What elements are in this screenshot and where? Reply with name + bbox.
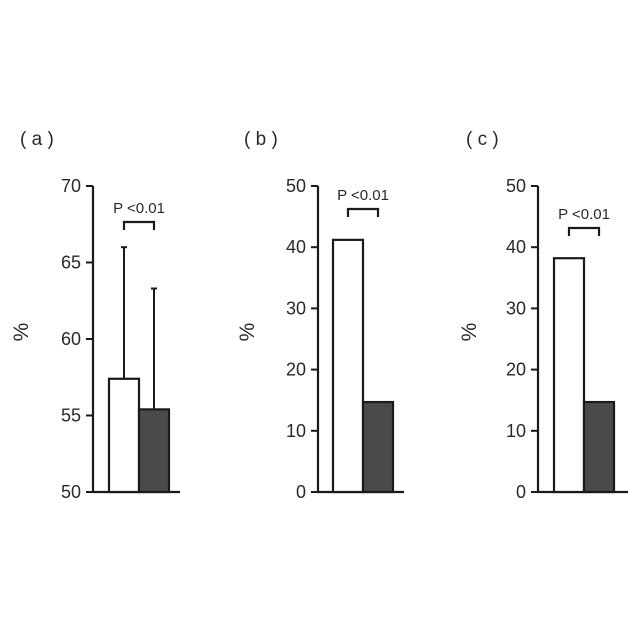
y-tick-label: 40 (286, 237, 306, 257)
y-tick-label: 40 (506, 237, 526, 257)
y-axis-label: % (458, 323, 481, 342)
y-tick-label: 55 (61, 406, 81, 426)
y-tick-label: 30 (506, 298, 526, 318)
bar-open (554, 258, 584, 492)
y-tick-label: 60 (61, 329, 81, 349)
panel-label: ( b ) (244, 129, 278, 150)
significance-bracket (348, 209, 378, 217)
panel-b: ( b )% 0 10 20 30 40 50 P <0.01 (236, 129, 404, 502)
y-tick-label: 50 (61, 482, 81, 502)
panel-a: ( a )% 50 55 60 65 70 P <0.01 (10, 129, 180, 502)
bar-filled (584, 402, 614, 492)
significance-label: P <0.01 (558, 206, 610, 223)
bar-filled (139, 409, 169, 492)
significance-bracket (569, 228, 599, 236)
y-axis-label: % (10, 323, 33, 342)
bar-open (333, 240, 363, 492)
y-tick-label: 10 (506, 421, 526, 441)
significance-label: P <0.01 (113, 200, 165, 217)
y-tick-label: 65 (61, 253, 81, 273)
y-tick-label: 20 (506, 360, 526, 380)
y-tick-label: 50 (506, 176, 526, 196)
y-tick-label: 30 (286, 298, 306, 318)
significance-label: P <0.01 (337, 187, 389, 204)
panel-label: ( a ) (20, 129, 54, 150)
panel-label: ( c ) (466, 129, 499, 150)
y-tick-label: 0 (296, 482, 306, 502)
y-tick-label: 50 (286, 176, 306, 196)
y-axis-label: % (236, 323, 259, 342)
panel-c: ( c )% 0 10 20 30 40 50 P <0.01 (458, 129, 628, 502)
bar-open (109, 379, 139, 492)
y-tick-label: 70 (61, 176, 81, 196)
y-tick-label: 20 (286, 360, 306, 380)
significance-bracket (124, 222, 154, 230)
y-tick-label: 10 (286, 421, 306, 441)
y-tick-label: 0 (516, 482, 526, 502)
bar-filled (363, 402, 393, 492)
